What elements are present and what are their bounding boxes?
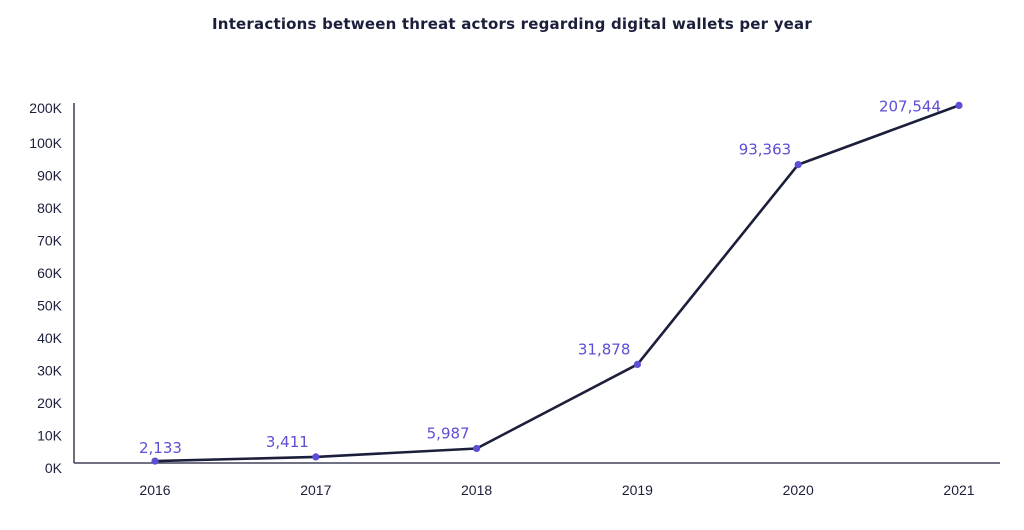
y-tick-label: 60K: [37, 265, 63, 281]
data-point: [312, 453, 320, 461]
y-tick-label: 90K: [37, 168, 63, 184]
x-axis: 2016 2017 2018 2019 2020 2021: [74, 462, 1000, 498]
y-tick-label: 30K: [37, 363, 63, 379]
data-point: [151, 457, 159, 465]
y-tick-label: 200K: [29, 100, 62, 116]
x-tick-label: 2016: [139, 482, 170, 498]
y-tick-label: 0K: [45, 460, 63, 476]
data-point: [633, 360, 642, 368]
data-label: 3,411: [266, 433, 309, 451]
y-tick-label: 80K: [37, 200, 63, 216]
series-line: [153, 104, 961, 463]
data-label: 5,987: [427, 425, 470, 443]
data-point: [955, 101, 963, 109]
y-axis: 0K 10K 20K 30K 40K 50K 60K 70K 80K 90K 100K 200K: [29, 100, 75, 476]
y-tick-label: 40K: [37, 330, 63, 346]
data-point: [473, 444, 481, 453]
data-label: 207,544: [879, 97, 941, 115]
data-markers: [151, 101, 963, 465]
series-interactions: [153, 104, 961, 463]
y-tick-label: 10K: [37, 428, 63, 444]
y-tick-label: 50K: [37, 298, 63, 314]
x-tick-label: 2021: [943, 482, 974, 498]
x-tick-label: 2020: [783, 482, 814, 498]
data-label: 93,363: [739, 141, 792, 159]
y-tick-label: 20K: [37, 395, 63, 411]
y-tick-label: 100K: [29, 135, 62, 151]
y-tick-label: 70K: [37, 233, 63, 249]
x-tick-label: 2018: [461, 482, 492, 498]
chart-title: Interactions between threat actors regar…: [212, 15, 812, 33]
x-tick-label: 2017: [300, 482, 331, 498]
data-point: [794, 161, 802, 169]
data-labels: 2,133 3,411 5,987 31,878 93,363 207,544: [139, 97, 941, 457]
data-label: 31,878: [578, 340, 631, 358]
x-tick-label: 2019: [622, 482, 653, 498]
data-label: 2,133: [139, 439, 182, 457]
